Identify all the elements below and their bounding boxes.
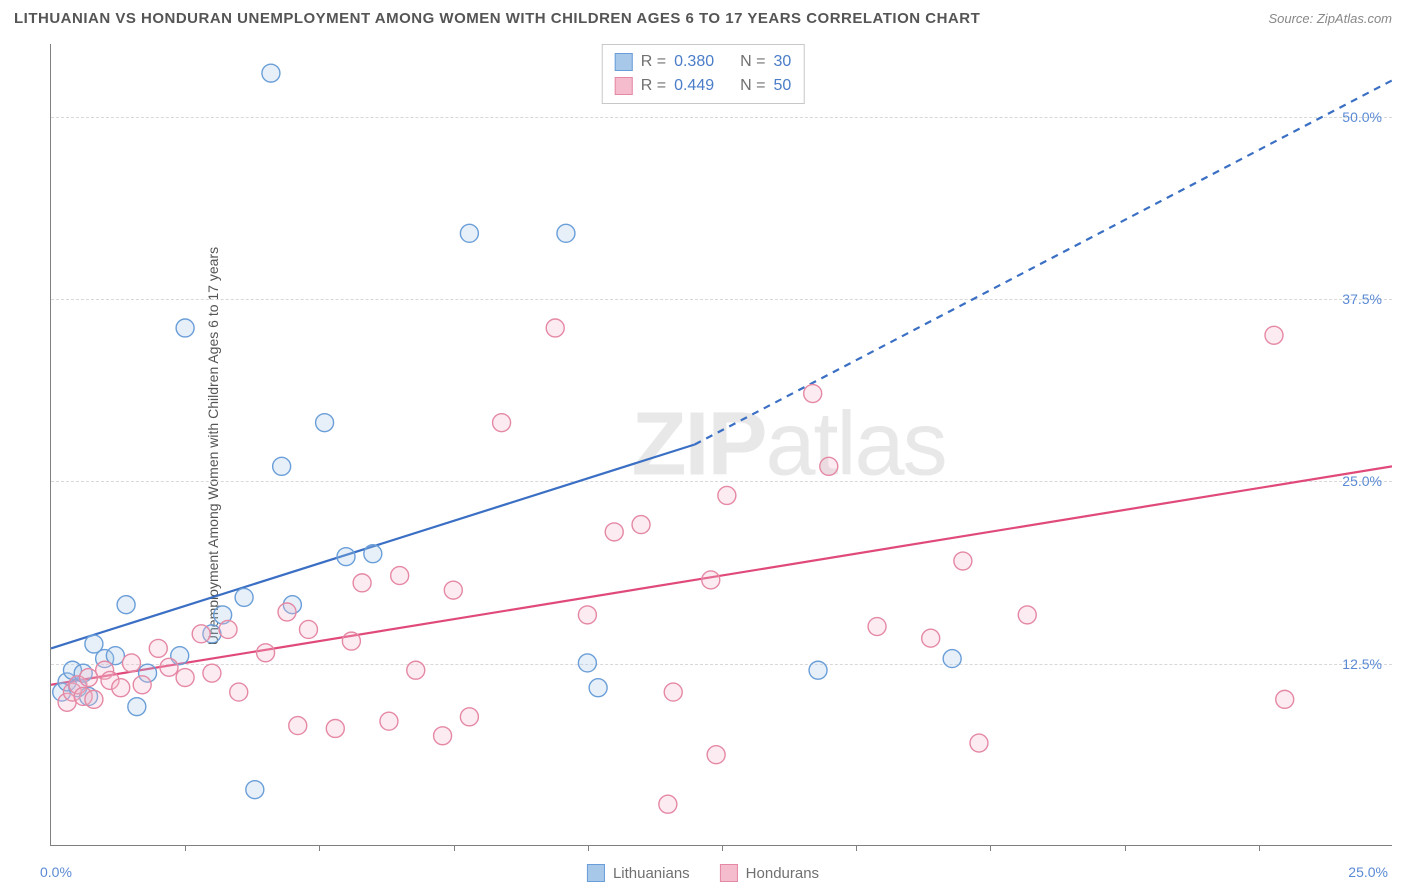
data-point-hondurans — [353, 574, 371, 592]
data-point-hondurans — [1018, 606, 1036, 624]
correlation-legend: R = 0.380 N = 30 R = 0.449 N = 50 — [602, 44, 805, 104]
data-point-hondurans — [149, 639, 167, 657]
data-point-hondurans — [804, 385, 822, 403]
data-point-hondurans — [1265, 326, 1283, 344]
data-point-lithuanians — [557, 224, 575, 242]
data-point-hondurans — [219, 620, 237, 638]
legend-swatch — [587, 864, 605, 882]
data-point-hondurans — [578, 606, 596, 624]
n-label: N = — [740, 53, 765, 71]
data-point-hondurans — [868, 618, 886, 636]
legend-swatch — [720, 864, 738, 882]
data-point-hondurans — [444, 581, 462, 599]
n-value: 30 — [773, 53, 791, 71]
legend-swatch — [615, 53, 633, 71]
data-point-lithuanians — [176, 319, 194, 337]
source-label: Source: ZipAtlas.com — [1268, 11, 1392, 26]
x-tick — [722, 845, 723, 851]
data-point-lithuanians — [273, 457, 291, 475]
data-point-hondurans — [192, 625, 210, 643]
data-point-hondurans — [80, 669, 98, 687]
scatter-svg — [51, 44, 1392, 845]
data-point-hondurans — [1276, 690, 1294, 708]
data-point-hondurans — [970, 734, 988, 752]
data-point-hondurans — [820, 457, 838, 475]
data-point-hondurans — [407, 661, 425, 679]
data-point-hondurans — [289, 717, 307, 735]
data-point-hondurans — [707, 746, 725, 764]
x-tick — [856, 845, 857, 851]
data-point-lithuanians — [316, 414, 334, 432]
data-point-hondurans — [632, 516, 650, 534]
data-point-hondurans — [718, 486, 736, 504]
series-legend-label: Hondurans — [746, 865, 819, 882]
x-tick — [1259, 845, 1260, 851]
data-point-lithuanians — [943, 650, 961, 668]
data-point-lithuanians — [460, 224, 478, 242]
series-legend-item: Lithuanians — [587, 864, 690, 882]
data-point-hondurans — [605, 523, 623, 541]
data-point-hondurans — [659, 795, 677, 813]
data-point-hondurans — [133, 676, 151, 694]
series-legend-label: Lithuanians — [613, 865, 690, 882]
series-legend-item: Hondurans — [720, 864, 819, 882]
chart-title: LITHUANIAN VS HONDURAN UNEMPLOYMENT AMON… — [14, 10, 980, 27]
data-point-lithuanians — [809, 661, 827, 679]
data-point-hondurans — [922, 629, 940, 647]
data-point-hondurans — [546, 319, 564, 337]
data-point-hondurans — [493, 414, 511, 432]
chart-plot-area: ZIPatlas 12.5%25.0%37.5%50.0% — [50, 44, 1392, 846]
data-point-hondurans — [326, 720, 344, 738]
x-tick — [588, 845, 589, 851]
x-tick — [1125, 845, 1126, 851]
r-value: 0.380 — [674, 53, 714, 71]
x-tick — [185, 845, 186, 851]
r-value: 0.449 — [674, 77, 714, 95]
data-point-hondurans — [85, 690, 103, 708]
data-point-hondurans — [122, 654, 140, 672]
data-point-lithuanians — [337, 548, 355, 566]
n-value: 50 — [773, 77, 791, 95]
x-tick — [319, 845, 320, 851]
data-point-hondurans — [342, 632, 360, 650]
data-point-hondurans — [257, 644, 275, 662]
data-point-hondurans — [299, 620, 317, 638]
data-point-hondurans — [391, 567, 409, 585]
n-label: N = — [740, 77, 765, 95]
data-point-lithuanians — [262, 64, 280, 82]
data-point-lithuanians — [364, 545, 382, 563]
data-point-hondurans — [460, 708, 478, 726]
data-point-lithuanians — [128, 698, 146, 716]
r-label: R = — [641, 77, 666, 95]
data-point-hondurans — [112, 679, 130, 697]
data-point-hondurans — [230, 683, 248, 701]
data-point-lithuanians — [117, 596, 135, 614]
data-point-hondurans — [278, 603, 296, 621]
data-point-lithuanians — [589, 679, 607, 697]
correlation-legend-row: R = 0.449 N = 50 — [615, 74, 792, 98]
trend-line-dash-lithuanians — [695, 80, 1392, 444]
data-point-lithuanians — [246, 781, 264, 799]
data-point-hondurans — [160, 658, 178, 676]
series-legend: Lithuanians Hondurans — [587, 864, 819, 882]
x-axis-min-label: 0.0% — [40, 864, 72, 880]
data-point-lithuanians — [235, 588, 253, 606]
r-label: R = — [641, 53, 666, 71]
data-point-hondurans — [702, 571, 720, 589]
x-tick — [454, 845, 455, 851]
data-point-hondurans — [954, 552, 972, 570]
legend-swatch — [615, 77, 633, 95]
x-axis-max-label: 25.0% — [1348, 864, 1388, 880]
data-point-hondurans — [380, 712, 398, 730]
data-point-hondurans — [203, 664, 221, 682]
data-point-lithuanians — [578, 654, 596, 672]
data-point-hondurans — [664, 683, 682, 701]
data-point-hondurans — [434, 727, 452, 745]
correlation-legend-row: R = 0.380 N = 30 — [615, 50, 792, 74]
x-tick — [990, 845, 991, 851]
data-point-hondurans — [176, 669, 194, 687]
